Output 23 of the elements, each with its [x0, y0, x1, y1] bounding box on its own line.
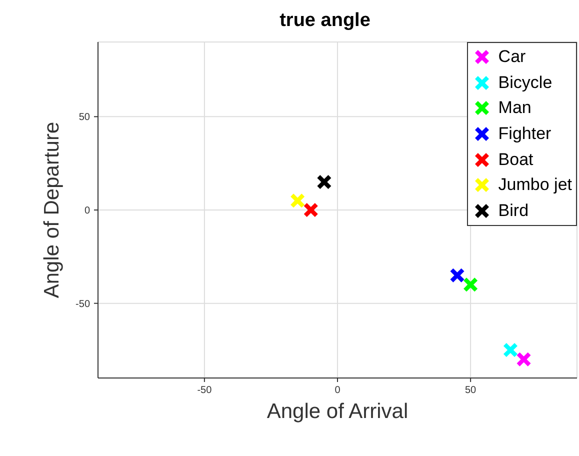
x-tick-label: 0 — [334, 385, 341, 396]
y-tick-label: 50 — [78, 112, 90, 124]
x-axis-title: Angle of Arrival — [266, 400, 408, 423]
chart-title: true angle — [278, 10, 372, 32]
point — [464, 278, 478, 292]
point — [516, 352, 531, 366]
point — [503, 343, 518, 357]
point — [450, 268, 464, 282]
x-tick-label: 50 — [464, 385, 477, 396]
legend-label: Jumbo jet — [498, 175, 572, 196]
legend-label: Fighter — [498, 124, 552, 144]
x-tick-label: -50 — [197, 385, 212, 396]
legend-label: Bicycle — [498, 72, 552, 93]
point — [304, 203, 318, 217]
legend-label: Man — [498, 98, 532, 118]
legend-label: Boat — [498, 150, 534, 170]
point — [317, 175, 332, 189]
legend-label: Bird — [498, 200, 529, 221]
point — [290, 194, 305, 208]
y-tick-label: -50 — [76, 298, 90, 310]
legend-label: Car — [498, 46, 526, 67]
y-axis-title: Angle of Departure — [40, 122, 64, 298]
y-tick-label: 0 — [84, 206, 90, 217]
